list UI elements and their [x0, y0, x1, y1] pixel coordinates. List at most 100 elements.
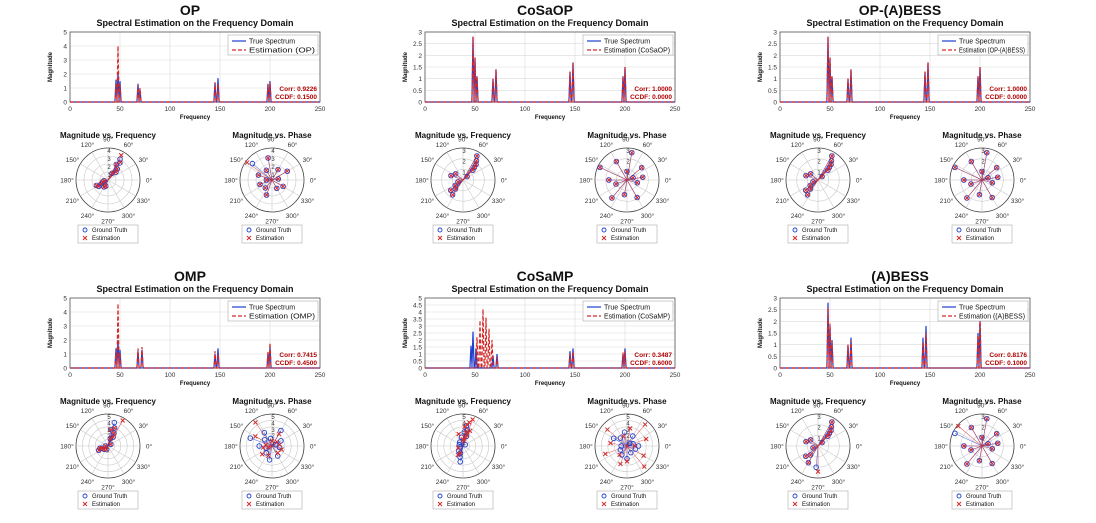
- polar-phase-legend-est-marker: [246, 501, 252, 507]
- y-tick-label: 4: [418, 310, 422, 317]
- polar-mag-spoke: [462, 179, 480, 208]
- y-tick-label: 2.5: [413, 331, 422, 338]
- polar-phase-spoke: [981, 163, 1010, 181]
- y-tick-label: 3.5: [413, 317, 422, 324]
- polar-phase-legend-box: [241, 490, 303, 510]
- polar-phase-gt-point: [275, 166, 281, 173]
- y-tick-label: 3: [63, 324, 67, 331]
- polar-phase-gt-point: [989, 460, 995, 467]
- y-tick-label: 1: [773, 342, 777, 349]
- polar-mag-angle-label: 30°: [139, 156, 149, 164]
- polar-phase-est-stem: [971, 427, 983, 447]
- polar-phase-gt-point: [634, 180, 641, 186]
- y-tick-label: 1: [63, 352, 67, 359]
- x-tick-label: 200: [975, 372, 986, 379]
- polar-phase-gt-point: [267, 435, 274, 442]
- polar-mag-gt-point: [828, 158, 835, 164]
- polar-mag-legend-box: [432, 224, 494, 244]
- polar-mag-gt-point: [464, 173, 470, 180]
- polar-phase-gt-point: [961, 177, 967, 183]
- polar-phase-radius-label: 4: [271, 149, 275, 155]
- polar-phase-angle-label: 30°: [658, 156, 668, 164]
- legend-est-label: Estimation (CoSaMP): [604, 314, 670, 321]
- polar-phase-gt-point: [626, 440, 633, 447]
- polar-mag-est-point: [828, 428, 834, 433]
- polar-phase-angle-label: 90°: [267, 402, 277, 410]
- polar-phase-radius-label: 5: [626, 415, 630, 421]
- metric-text: CCDF: 0.1000: [985, 360, 1027, 367]
- polar-phase-angle-label: 270°: [265, 218, 279, 226]
- polar-mag-radius-label: 3: [107, 157, 111, 163]
- y-tick-label: 3: [63, 58, 67, 65]
- polar-phase-est-point: [613, 181, 619, 187]
- polar-mag-legend-gt-label: Ground Truth: [447, 494, 482, 500]
- polar-mag-angle-label: 330°: [847, 197, 861, 205]
- polar-mag-angle-label: 180°: [60, 177, 74, 185]
- polar-phase-gt-point: [606, 177, 612, 183]
- polar-mag-est-point: [819, 440, 825, 445]
- polar-phase-radius-label: 1: [271, 173, 275, 179]
- polar-phase-gt-point: [597, 164, 603, 171]
- method-title: OP-(A)BESS: [858, 2, 942, 18]
- polar-mag-angle-label: 90°: [813, 402, 823, 410]
- x-tick-label: 250: [1025, 372, 1036, 379]
- polar-mag-gt-point: [828, 427, 834, 434]
- polar-phase-radius-label: 3: [626, 149, 630, 155]
- polar-phase-est-stem: [607, 429, 628, 447]
- polar-phase-gt-point: [989, 446, 996, 452]
- polar-phase-angle-label: 300°: [641, 478, 655, 486]
- polar-phase-legend-box: [596, 224, 658, 244]
- polar-mag-legend-gt-label: Ground Truth: [802, 228, 837, 234]
- polar-phase-est-point: [276, 431, 282, 437]
- y-tick-label: 2: [63, 72, 67, 79]
- polar-phase-est-stem: [981, 445, 993, 450]
- polar-phase-angle-label: 90°: [267, 136, 277, 144]
- polar-phase-est-point: [984, 416, 990, 422]
- polar-phase-angle-label: 30°: [303, 156, 313, 164]
- y-tick-label: 2.5: [768, 41, 777, 48]
- polar-mag-gt-point: [828, 161, 834, 168]
- metric-text: Corr: 0.9226: [279, 86, 317, 93]
- x-tick-label: 150: [215, 106, 226, 113]
- polar-mag-angle-label: 210°: [776, 197, 790, 205]
- polar-phase-title: Magnitude vs. Phase: [587, 397, 667, 406]
- polar-phase-est-stem: [620, 445, 628, 465]
- spectrum-title: Spectral Estimation on the Frequency Dom…: [451, 18, 648, 28]
- polar-mag-est-point: [462, 434, 467, 440]
- polar-phase-legend-box: [596, 490, 658, 510]
- polar-mag-gt-point: [455, 179, 461, 185]
- polar-phase-radius-label: 2: [626, 160, 630, 166]
- polar-mag-spoke: [107, 179, 125, 208]
- polar-phase-spoke: [981, 429, 1010, 447]
- polar-mag-legend-est-label: Estimation: [92, 502, 120, 508]
- x-tick-label: 50: [116, 372, 124, 379]
- polar-mag-angle-label: 60°: [834, 407, 844, 415]
- polar-mag-angle-label: 330°: [137, 463, 151, 471]
- polar-phase-angle-label: 210°: [940, 463, 954, 471]
- polar-mag-gt-point: [825, 433, 831, 439]
- polar-phase-spoke: [244, 163, 273, 181]
- polar-mag-gt-point: [810, 179, 816, 185]
- polar-mag-spoke: [80, 429, 109, 447]
- polar-mag-gt-point: [471, 164, 478, 171]
- polar-mag-est-point: [108, 442, 114, 447]
- polar-mag-gt-point: [452, 171, 459, 177]
- y-tick-label: 0.5: [768, 88, 777, 95]
- polar-phase-est-point: [621, 434, 626, 439]
- estimation-line: [70, 303, 320, 369]
- polar-phase-angle-label: 90°: [977, 402, 987, 410]
- polar-mag-legend-box: [787, 490, 849, 510]
- polar-phase-est-point: [979, 169, 985, 174]
- polar-phase-legend-box: [241, 224, 303, 244]
- polar-phase-spoke: [954, 445, 983, 463]
- x-tick-label: 250: [315, 372, 326, 379]
- polar-mag-angle-label: 240°: [81, 212, 95, 220]
- polar-phase-angle-label: 270°: [975, 484, 989, 492]
- polar-mag-radius-label: 1: [107, 173, 111, 179]
- polar-mag-angle-label: 120°: [436, 141, 450, 149]
- polar-phase-est-point: [630, 175, 636, 181]
- polar-phase-gt-point: [249, 160, 256, 167]
- polar-mag-title: Magnitude vs. Frequency: [770, 397, 867, 406]
- polar-phase-est-stem: [611, 179, 628, 199]
- polar-phase-gt-point: [995, 174, 1001, 180]
